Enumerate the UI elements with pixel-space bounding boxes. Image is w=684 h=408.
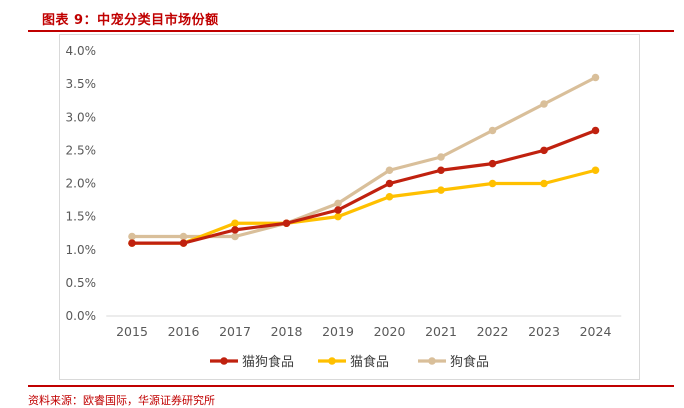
series-line — [130, 75, 598, 239]
y-tick-label: 2.5% — [66, 143, 97, 157]
figure-title: 图表 9：中宠分类目市场份额 — [42, 13, 219, 28]
y-tick-label: 0.5% — [66, 276, 97, 290]
data-point — [179, 239, 188, 247]
data-point — [231, 219, 239, 228]
data-point — [385, 192, 394, 201]
series-layer — [128, 73, 600, 247]
data-point — [179, 232, 188, 241]
x-axis: 2015 2016 2017 2018 2019 2020 2021 2022 2023 2024 — [116, 324, 611, 339]
data-point — [385, 179, 394, 188]
legend-item: 猫狗食品 — [210, 354, 294, 370]
data-point — [591, 166, 600, 175]
legend-swatch-marker — [220, 357, 228, 365]
chart-frame: 0.0% 0.5% 1.0% 1.5% 2.0% 2.5% 3.0% 3.5% 4.0% 201… — [59, 34, 640, 380]
y-tick-label: 3.5% — [66, 77, 97, 91]
bottom-divider — [28, 385, 674, 387]
x-tick-label: 2016 — [168, 324, 200, 339]
data-point — [540, 179, 548, 188]
source-note: 资料来源：欧睿国际，华源证券研究所 — [28, 394, 215, 407]
x-tick-label: 2019 — [322, 324, 354, 339]
y-axis: 0.0% 0.5% 1.0% 1.5% 2.0% 2.5% 3.0% 3.5% 4.0% — [66, 44, 97, 323]
legend-swatch-marker — [328, 357, 336, 365]
series-3 — [128, 73, 600, 241]
x-tick-label: 2021 — [425, 324, 457, 339]
x-tick-label: 2023 — [528, 324, 560, 339]
x-tick-label: 2024 — [580, 324, 612, 339]
data-point — [591, 73, 600, 82]
data-point — [231, 226, 239, 234]
data-point — [437, 186, 445, 194]
data-point — [334, 212, 342, 221]
legend: 猫狗食品 猫食品 狗食品 — [210, 354, 489, 370]
y-tick-label: 4.0% — [66, 44, 97, 58]
data-point — [488, 179, 497, 188]
y-tick-label: 3.0% — [66, 110, 97, 124]
x-tick-label: 2018 — [271, 324, 303, 339]
series-line — [130, 168, 598, 245]
x-tick-label: 2022 — [477, 324, 509, 339]
legend-label: 猫狗食品 — [242, 354, 294, 370]
y-tick-label: 1.0% — [66, 243, 97, 257]
y-tick-label: 1.5% — [66, 210, 97, 224]
legend-label: 猫食品 — [350, 354, 389, 370]
x-tick-label: 2015 — [116, 324, 148, 339]
data-point — [591, 126, 600, 135]
legend-item: 猫食品 — [318, 354, 389, 370]
data-point — [128, 232, 136, 241]
series-2 — [128, 166, 600, 247]
legend-swatch-marker — [428, 357, 436, 365]
data-point — [540, 100, 548, 108]
data-point — [385, 166, 394, 175]
data-point — [437, 166, 445, 175]
top-divider — [28, 30, 674, 32]
data-point — [488, 126, 497, 135]
y-tick-label: 0.0% — [66, 309, 97, 323]
legend-label: 狗食品 — [450, 354, 489, 370]
data-point — [540, 146, 548, 155]
data-point — [334, 206, 342, 214]
data-point — [488, 159, 497, 168]
data-point — [231, 232, 239, 241]
y-tick-label: 2.0% — [66, 177, 97, 191]
series-1 — [128, 126, 600, 247]
series-line — [130, 128, 598, 245]
line-chart: 0.0% 0.5% 1.0% 1.5% 2.0% 2.5% 3.0% 3.5% 4.0% 201… — [66, 44, 622, 370]
data-point — [282, 219, 291, 228]
data-point — [334, 199, 342, 208]
x-tick-label: 2017 — [219, 324, 251, 339]
legend-item: 狗食品 — [418, 354, 489, 370]
data-point — [437, 153, 445, 161]
data-point — [128, 239, 136, 247]
x-tick-label: 2020 — [374, 324, 406, 339]
